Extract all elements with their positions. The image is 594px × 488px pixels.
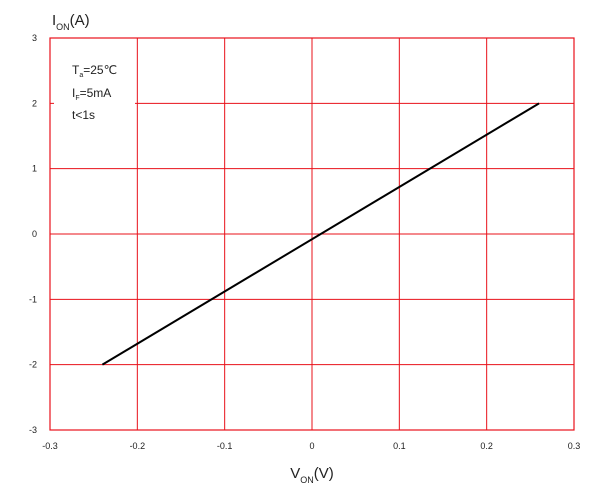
x-tick-label: -0.3 xyxy=(42,441,58,451)
series xyxy=(101,102,540,366)
annotation-temperature: Ta=25℃ xyxy=(72,63,117,79)
y-tick-label: 1 xyxy=(32,164,37,174)
y-tick-label: 0 xyxy=(32,229,37,239)
annotation-duration: t<1s xyxy=(72,108,95,122)
x-tick-label: 0.3 xyxy=(568,441,581,451)
x-tick-label: -0.2 xyxy=(130,441,146,451)
y-tick-label: -3 xyxy=(29,425,37,435)
y-tick-label: 3 xyxy=(32,33,37,43)
series-line xyxy=(101,102,540,366)
y-tick-label: -1 xyxy=(29,294,37,304)
legend-background xyxy=(54,44,135,130)
y-tick-label: -2 xyxy=(29,360,37,370)
y-tick-label: 2 xyxy=(32,98,37,108)
annotation-forward-current: IF=5mA xyxy=(72,86,111,102)
y-axis-title: ION(A) xyxy=(52,12,90,32)
x-axis-title: VON(V) xyxy=(290,465,334,485)
x-tick-label: 0.2 xyxy=(480,441,493,451)
tick-labels: -0.3 -0.2 -0.1 0 0.1 0.2 0.3 3 2 1 0 -1 -2 -3 xyxy=(29,33,580,451)
x-tick-label: -0.1 xyxy=(217,441,233,451)
plot-border xyxy=(49,37,575,431)
grid xyxy=(49,37,575,431)
x-tick-label: 0.1 xyxy=(393,441,406,451)
x-tick-label: 0 xyxy=(309,441,314,451)
